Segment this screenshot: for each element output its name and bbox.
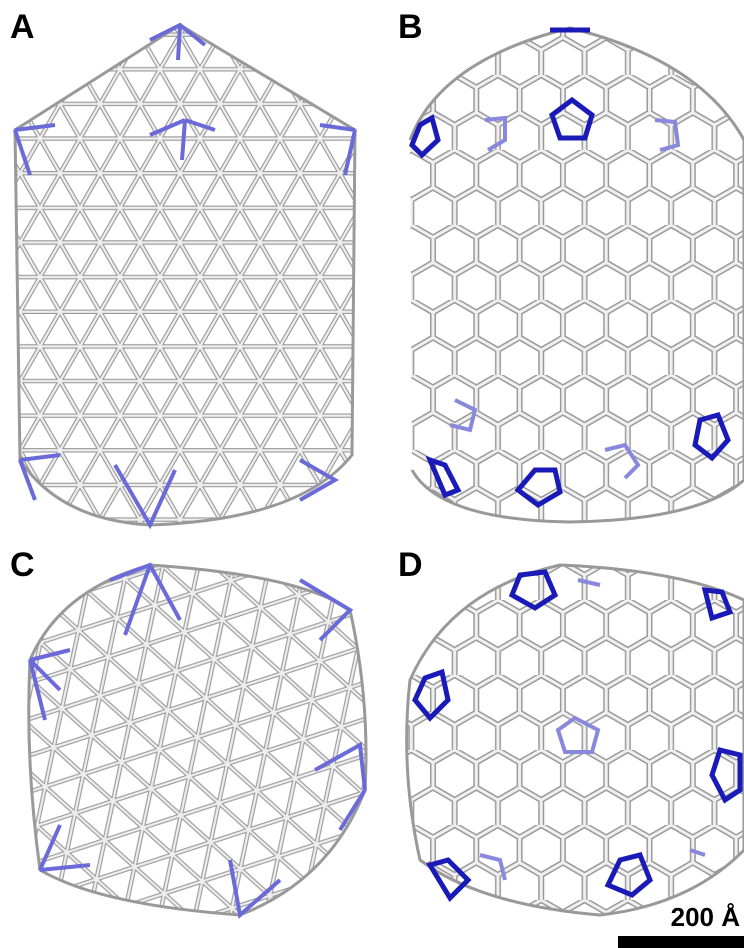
- capsid-a: [0, 0, 372, 540]
- scale-bar: [618, 936, 744, 948]
- panel-label: C: [10, 546, 35, 584]
- panel-label: B: [398, 8, 423, 46]
- capsid-c: [0, 550, 380, 930]
- panel-label: D: [398, 546, 423, 584]
- capsid-d: [400, 550, 744, 930]
- panel-label: A: [10, 8, 35, 46]
- capsid-b: [400, 0, 744, 540]
- figure: A B C D 200 Å: [0, 0, 744, 948]
- page: A B C D 200 Å (() => { const data = JSON…: [0, 0, 744, 948]
- scale-bar-label: 200 Å: [671, 902, 741, 932]
